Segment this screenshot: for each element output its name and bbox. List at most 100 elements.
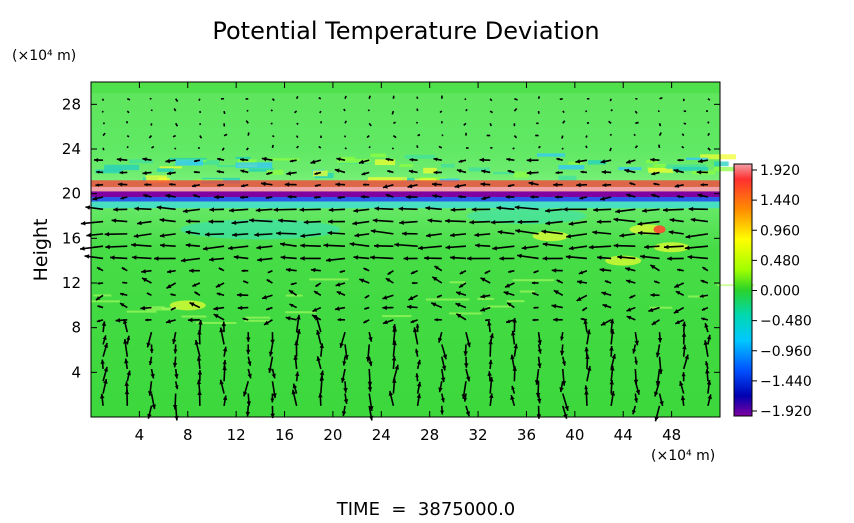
wind-arrow (441, 96, 442, 99)
field-patch (160, 166, 182, 168)
wind-arrow (535, 135, 538, 137)
wind-arrow (320, 111, 321, 113)
x-tick-label: 36 (517, 426, 536, 444)
wind-arrow (246, 98, 249, 99)
wind-arrow (416, 122, 417, 123)
wind-arrow (103, 99, 104, 101)
wind-arrow (393, 122, 395, 123)
y-tick-label: 12 (62, 274, 81, 292)
x-tick-label: 16 (275, 426, 294, 444)
field-streak (181, 316, 206, 318)
wind-arrow (682, 134, 683, 136)
plot-area (80, 82, 754, 421)
wind-arrow (466, 147, 469, 148)
chart-title: Potential Temperature Deviation (212, 17, 599, 45)
y-tick-label: 8 (71, 319, 81, 337)
field-patch (370, 154, 386, 158)
x-tick-label: 20 (323, 426, 342, 444)
wind-arrow (368, 110, 369, 111)
wind-arrow (587, 98, 589, 99)
wind-arrow (200, 111, 201, 113)
wind-arrow (271, 123, 273, 124)
wind-arrow (586, 146, 587, 148)
x-tick-label: 44 (614, 426, 633, 444)
field-patch (558, 165, 584, 169)
field-patch (653, 164, 666, 167)
field-patch (568, 162, 582, 165)
field-streak (477, 298, 494, 300)
wind-arrow (708, 122, 709, 124)
wind-arrow (441, 121, 442, 123)
wind-arrow (224, 123, 225, 126)
field-patch (514, 172, 529, 178)
wind-arrow (345, 136, 346, 138)
wind-arrow (321, 121, 322, 123)
colorbar-label: 1.920 (760, 163, 800, 179)
x-tick-label: 12 (227, 426, 246, 444)
wind-arrow (442, 135, 443, 136)
field-streak (91, 300, 120, 302)
field-patch (441, 164, 455, 168)
wind-arrow (392, 148, 393, 149)
field-streak (382, 315, 411, 317)
colorbar: 1.9201.4400.9600.4800.000−0.480−0.960−1.… (734, 163, 812, 420)
x-axis-unit: (×10⁴ m) (651, 448, 715, 464)
field-patch (405, 155, 435, 159)
colorbar-label: −1.920 (760, 404, 812, 420)
field-streak (285, 311, 316, 313)
field-streak (245, 317, 270, 319)
x-tick-label: 48 (662, 426, 681, 444)
y-tick-label: 16 (62, 229, 81, 247)
wind-arrow (634, 134, 635, 135)
wind-arrow (708, 99, 710, 100)
wind-arrow (417, 145, 418, 147)
wind-arrow (393, 96, 394, 99)
x-tick-label: 4 (135, 426, 145, 444)
colorbar-label: 1.440 (760, 193, 800, 209)
wind-arrow (319, 98, 321, 99)
y-tick-label: 4 (71, 363, 81, 381)
wind-arrow (610, 99, 611, 101)
field-patch (469, 167, 490, 171)
wind-arrow (490, 147, 492, 148)
wind-arrow (538, 96, 539, 98)
wind-arrow (658, 111, 660, 112)
wind-arrow (585, 111, 587, 112)
wind-arrow (658, 145, 659, 148)
x-tick-label: 28 (420, 426, 439, 444)
wind-arrow (199, 99, 200, 101)
wind-arrow (103, 123, 105, 124)
x-tick-label: 40 (565, 426, 584, 444)
field-streak (426, 298, 469, 300)
wind-arrow (514, 123, 515, 126)
colorbar-label: 0.960 (760, 223, 800, 239)
field-patch (146, 175, 167, 181)
wind-arrow (684, 111, 686, 112)
colorbar-label: 0.480 (760, 253, 800, 269)
wind-arrow (151, 123, 152, 125)
field-band-pink (91, 187, 720, 191)
wind-arrow (465, 133, 466, 136)
wind-arrow (490, 123, 491, 126)
colorbar-gradient (734, 164, 752, 416)
wind-arrow (683, 99, 684, 101)
field-streak (309, 278, 348, 280)
y-tick-label: 24 (62, 140, 81, 158)
wind-arrow (587, 122, 589, 123)
field-patch (714, 161, 729, 166)
wind-arrow (487, 135, 490, 137)
colorbar-label: 0.000 (760, 284, 800, 300)
field-band-red (91, 180, 720, 187)
field-streak (162, 307, 180, 309)
wind-arrow (102, 111, 103, 112)
wind-arrow (684, 123, 686, 124)
field-streak (513, 279, 554, 281)
wind-arrow (465, 99, 466, 100)
field-band-cyan (91, 201, 720, 208)
wind-arrow (175, 148, 176, 149)
wind-arrow (345, 121, 346, 123)
wind-arrow (560, 98, 563, 99)
wind-arrow (635, 98, 637, 99)
field-streak (450, 281, 466, 283)
wind-arrow (127, 121, 128, 123)
